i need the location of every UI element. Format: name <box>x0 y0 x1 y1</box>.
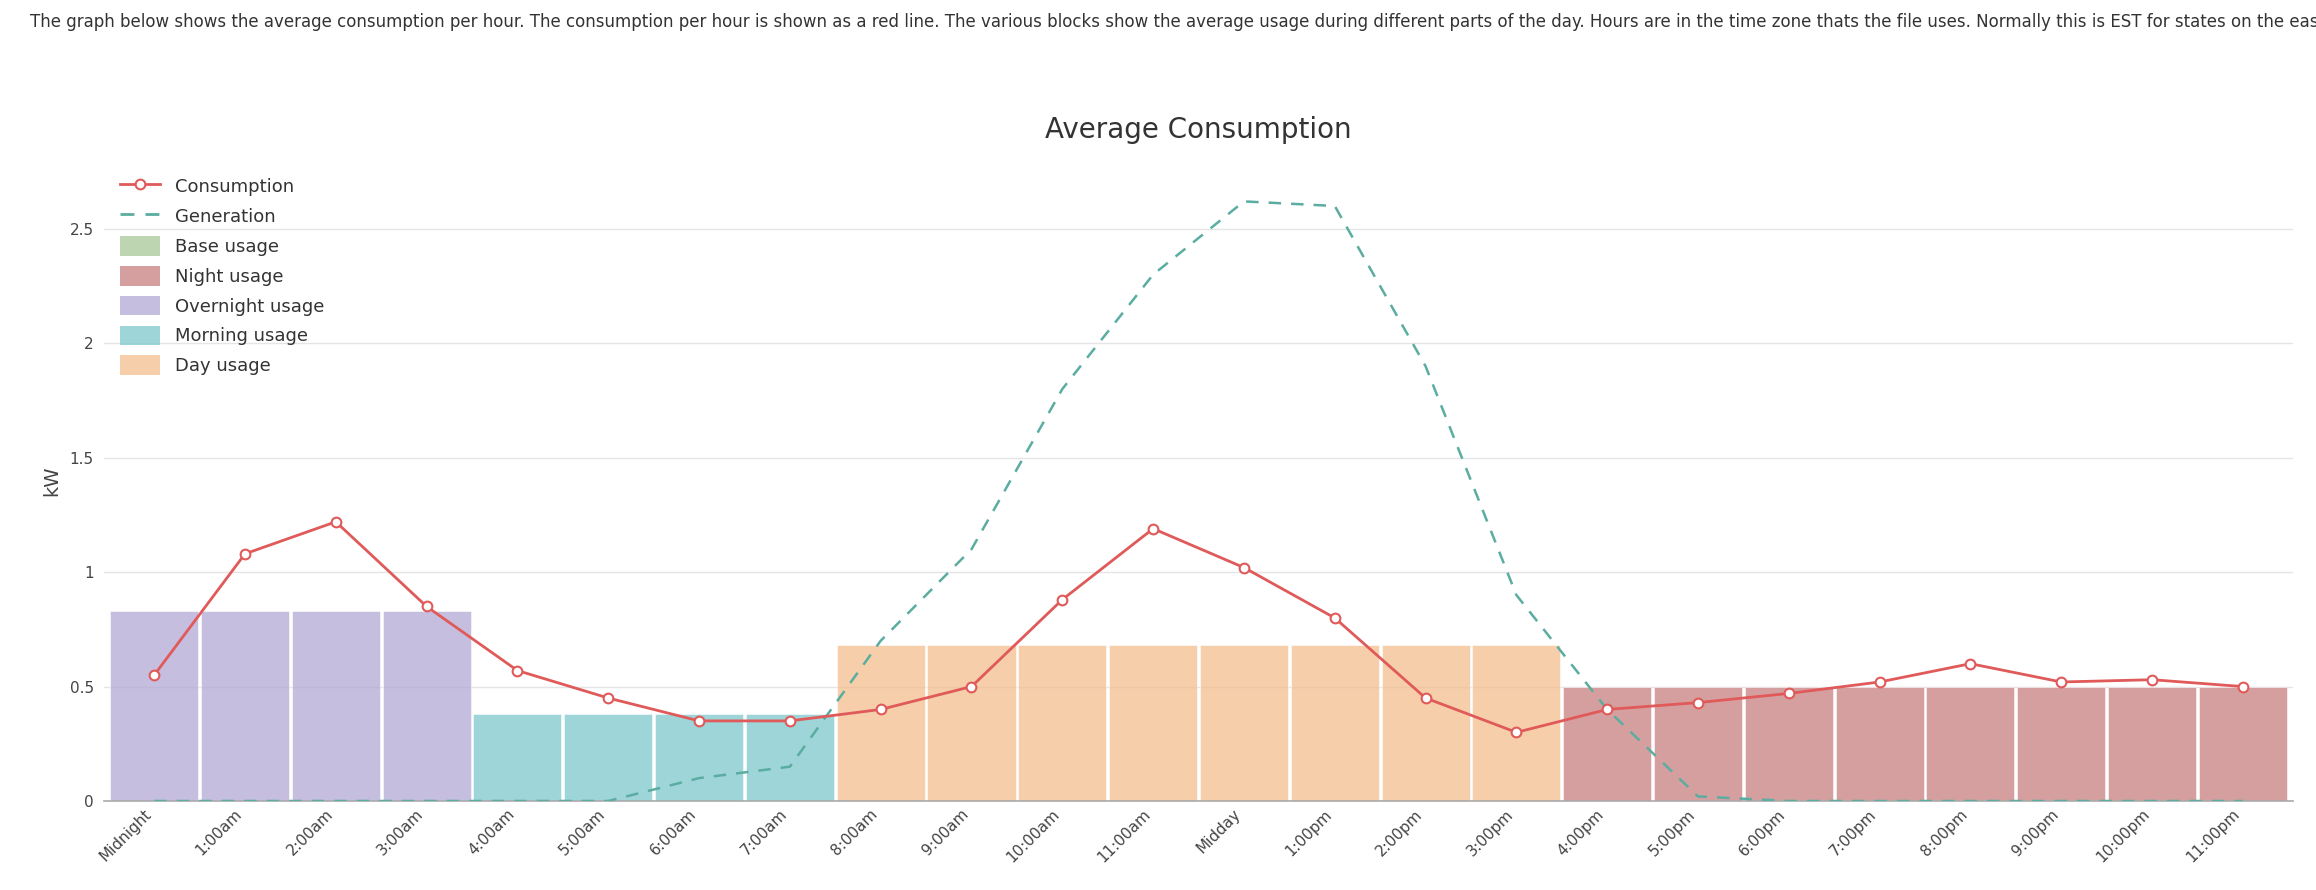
Bar <box>111 611 199 801</box>
Generation <box>232 796 259 806</box>
Y-axis label: kW: kW <box>42 465 60 496</box>
Bar <box>201 611 290 801</box>
Consumption <box>503 665 530 676</box>
Bar <box>1837 686 1925 801</box>
Generation <box>1320 200 1348 211</box>
Title: Average Consumption: Average Consumption <box>1045 116 1353 144</box>
Consumption <box>1774 688 1802 699</box>
Bar <box>382 611 470 801</box>
Consumption <box>1684 697 1712 708</box>
Consumption <box>686 716 713 726</box>
Consumption <box>1593 704 1621 715</box>
Consumption <box>1867 676 1894 687</box>
Generation <box>866 635 894 646</box>
Consumption <box>1320 612 1348 623</box>
Bar <box>926 645 1014 801</box>
Bar <box>655 714 743 801</box>
Bar <box>1927 686 2015 801</box>
Consumption <box>595 692 623 703</box>
Legend: Consumption, Generation, Base usage, Night usage, Overnight usage, Morning usage: Consumption, Generation, Base usage, Nig… <box>113 169 331 383</box>
Consumption <box>141 670 169 681</box>
Bar <box>2108 686 2196 801</box>
Generation <box>1230 196 1258 206</box>
Generation <box>322 796 350 806</box>
Generation <box>2047 796 2075 806</box>
Bar <box>292 611 380 801</box>
Consumption <box>2047 676 2075 687</box>
Consumption <box>1957 659 1985 669</box>
Consumption <box>412 601 440 611</box>
Line: Generation: Generation <box>155 201 2242 801</box>
Generation <box>1684 791 1712 802</box>
Generation <box>503 796 530 806</box>
Consumption <box>866 704 894 715</box>
Bar <box>1744 686 1832 801</box>
Consumption <box>2138 675 2165 685</box>
Generation <box>1593 704 1621 715</box>
Generation <box>1049 384 1077 394</box>
Bar <box>472 714 560 801</box>
Generation <box>2138 796 2165 806</box>
Consumption <box>1413 692 1441 703</box>
Text: The graph below shows the average consumption per hour. The consumption per hour: The graph below shows the average consum… <box>30 13 2316 31</box>
Generation <box>776 761 804 772</box>
Bar <box>836 645 924 801</box>
Generation <box>595 796 623 806</box>
Generation <box>141 796 169 806</box>
Bar <box>2198 686 2286 801</box>
Bar <box>1290 645 1378 801</box>
Bar <box>1109 645 1197 801</box>
Consumption <box>957 681 984 692</box>
Bar <box>1383 645 1471 801</box>
Bar <box>1563 686 1651 801</box>
Bar <box>1654 686 1742 801</box>
Generation <box>1867 796 1894 806</box>
Bar <box>746 714 834 801</box>
Consumption <box>1139 523 1167 534</box>
Bar <box>2017 686 2105 801</box>
Generation <box>1774 796 1802 806</box>
Generation <box>412 796 440 806</box>
Generation <box>2228 796 2256 806</box>
Consumption <box>232 548 259 559</box>
Consumption <box>322 516 350 527</box>
Generation <box>686 773 713 783</box>
Generation <box>1957 796 1985 806</box>
Bar <box>1473 645 1561 801</box>
Consumption <box>2228 681 2256 692</box>
Generation <box>957 544 984 554</box>
Bar <box>565 714 653 801</box>
Line: Consumption: Consumption <box>148 517 2249 737</box>
Generation <box>1139 270 1167 280</box>
Consumption <box>1230 562 1258 573</box>
Consumption <box>1503 727 1531 738</box>
Consumption <box>1049 595 1077 605</box>
Generation <box>1503 590 1531 601</box>
Bar <box>1200 645 1288 801</box>
Consumption <box>776 716 804 726</box>
Generation <box>1413 360 1441 371</box>
Bar <box>1019 645 1107 801</box>
